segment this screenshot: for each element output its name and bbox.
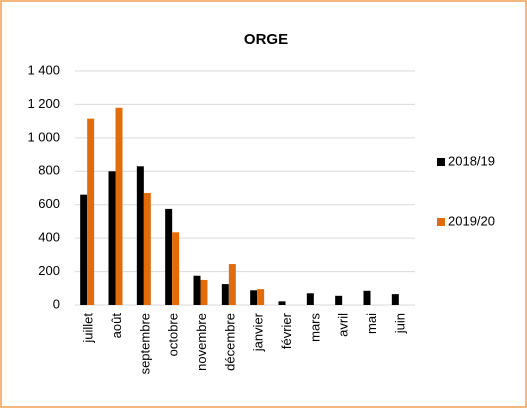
y-tick-label: 600 [38,196,60,211]
bar [200,279,208,305]
x-tick-label: décembre [222,313,237,371]
bar [278,301,286,305]
x-tick-label: février [279,312,294,349]
y-tick-label: 0 [53,296,60,311]
bar [221,284,229,305]
bar [306,293,314,305]
y-tick-label: 1 000 [27,129,60,144]
bar [250,290,258,305]
x-tick-label: novembre [194,313,209,371]
y-tick-label: 1 400 [27,62,60,77]
bar [257,289,265,305]
bar [115,107,123,306]
legend-swatch [437,218,445,226]
legend-label: 2018/19 [448,153,495,168]
bar [87,118,95,305]
x-tick-label: septembre [137,313,152,374]
legend-swatch [437,158,445,166]
x-tick-label: mai [364,313,379,334]
bar [108,171,116,305]
bar [136,166,144,305]
chart-title: ORGE [244,31,288,48]
bar [172,232,180,305]
bar [335,295,343,305]
y-tick-label: 1 200 [27,96,60,111]
x-tick-label: août [109,313,124,339]
bar [363,290,371,305]
bar [228,264,236,305]
bar [143,193,151,305]
bar [193,275,201,305]
y-tick-label: 400 [38,230,60,245]
y-tick-label: 800 [38,163,60,178]
x-tick-label: juin [392,313,407,334]
x-tick-label: mars [307,313,322,342]
bar [391,294,399,305]
x-tick-label: avril [336,313,351,337]
bar [165,208,173,305]
y-tick-label: 200 [38,263,60,278]
bar [80,194,88,305]
x-tick-label: octobre [166,313,181,356]
x-tick-label: juillet [81,313,96,344]
x-tick-label: janvier [251,312,266,352]
legend-label: 2019/20 [448,213,495,228]
